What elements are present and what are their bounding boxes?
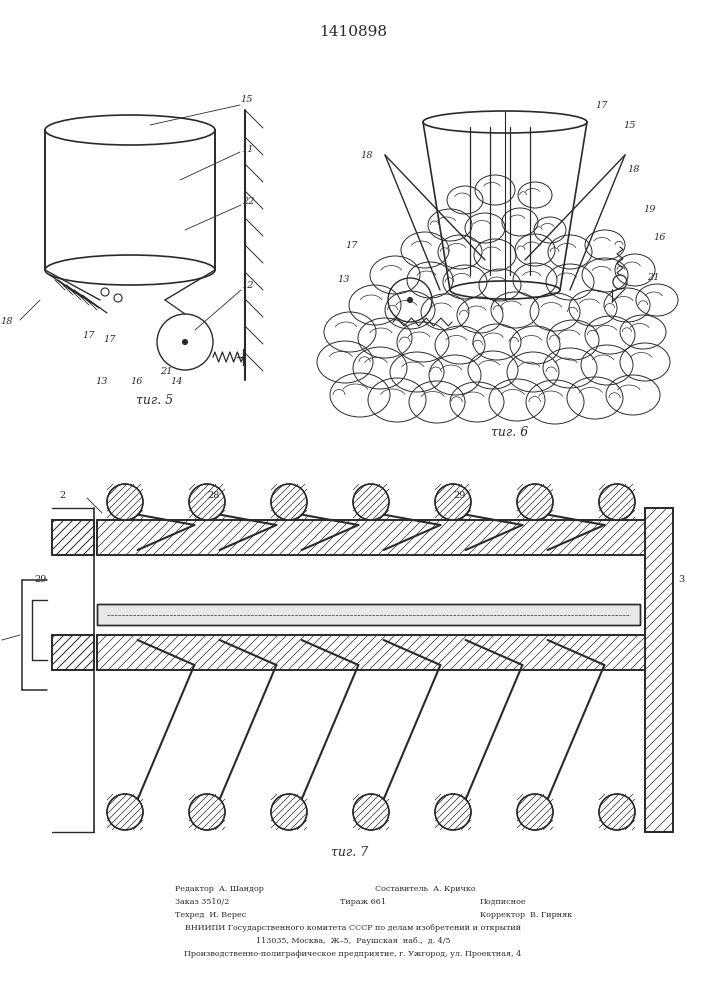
Text: 13: 13 — [95, 377, 107, 386]
Text: 113035, Москва,  Ж–5,  Раушская  наб.,  д. 4/5: 113035, Москва, Ж–5, Раушская наб., д. 4… — [256, 937, 450, 945]
Text: 18: 18 — [360, 150, 373, 159]
Text: Подписное: Подписное — [480, 898, 527, 906]
Ellipse shape — [599, 484, 635, 520]
Text: 22: 22 — [242, 198, 255, 207]
Ellipse shape — [114, 294, 122, 302]
Text: 3: 3 — [678, 576, 684, 584]
Text: 14: 14 — [170, 377, 182, 386]
Bar — [97, 520, 645, 555]
Text: 15: 15 — [240, 96, 252, 104]
Ellipse shape — [407, 298, 412, 302]
Bar — [97, 604, 640, 625]
Text: 19: 19 — [643, 206, 655, 215]
Bar — [52, 635, 94, 670]
Bar — [97, 635, 645, 670]
Ellipse shape — [182, 340, 187, 344]
Bar — [97, 635, 645, 670]
Text: Производственно-полиграфическое предприятие, г. Ужгород, ул. Проектная, 4: Производственно-полиграфическое предприя… — [185, 950, 522, 958]
Text: 17: 17 — [595, 101, 607, 109]
Bar — [52, 520, 94, 555]
Text: Корректор  В. Гирняк: Корректор В. Гирняк — [480, 911, 572, 919]
Ellipse shape — [517, 794, 553, 830]
Bar — [97, 520, 645, 555]
Text: 15: 15 — [623, 120, 636, 129]
Text: 21: 21 — [160, 367, 173, 376]
Text: Тираж 661: Тираж 661 — [340, 898, 386, 906]
Text: 28: 28 — [207, 491, 219, 500]
Text: 1410898: 1410898 — [319, 25, 387, 39]
Ellipse shape — [435, 484, 471, 520]
Ellipse shape — [435, 794, 471, 830]
Bar — [97, 604, 640, 625]
Text: τиг. 5: τиг. 5 — [136, 393, 174, 406]
Bar — [645, 508, 673, 832]
Text: 12: 12 — [241, 282, 254, 290]
Text: 16: 16 — [653, 233, 665, 242]
Text: 21: 21 — [647, 273, 660, 282]
Ellipse shape — [101, 288, 109, 296]
Text: Редактор  А. Шандор: Редактор А. Шандор — [175, 885, 264, 893]
Text: Техред  И. Верес: Техред И. Верес — [175, 911, 246, 919]
Ellipse shape — [189, 484, 225, 520]
Ellipse shape — [353, 794, 389, 830]
Text: 16: 16 — [130, 377, 143, 386]
Ellipse shape — [353, 484, 389, 520]
Text: τиг. 7: τиг. 7 — [332, 846, 368, 858]
Ellipse shape — [517, 484, 553, 520]
Ellipse shape — [271, 794, 307, 830]
Text: 18: 18 — [0, 318, 13, 326]
Bar — [52, 635, 94, 670]
Text: τиг. 6: τиг. 6 — [491, 426, 529, 438]
Bar — [45, 130, 215, 270]
Text: 2: 2 — [59, 491, 65, 500]
Bar — [645, 508, 673, 832]
Ellipse shape — [107, 484, 143, 520]
Ellipse shape — [271, 484, 307, 520]
Ellipse shape — [107, 794, 143, 830]
Polygon shape — [423, 122, 587, 290]
Text: 17: 17 — [103, 336, 115, 344]
Text: 29: 29 — [453, 491, 465, 500]
Text: ВНИИПИ Государственного комитета СССР по делам изобретений и открытий: ВНИИПИ Государственного комитета СССР по… — [185, 924, 521, 932]
Ellipse shape — [189, 794, 225, 830]
Text: 29: 29 — [35, 576, 47, 584]
Text: 17: 17 — [82, 330, 95, 340]
Text: 11: 11 — [241, 144, 254, 153]
Text: Составитель  А. Кричко: Составитель А. Кричко — [375, 885, 476, 893]
Text: 18: 18 — [627, 165, 640, 174]
Bar — [52, 520, 94, 555]
Text: Заказ 3510/2: Заказ 3510/2 — [175, 898, 229, 906]
Text: 17: 17 — [345, 240, 358, 249]
Text: 13: 13 — [337, 275, 349, 284]
Ellipse shape — [599, 794, 635, 830]
